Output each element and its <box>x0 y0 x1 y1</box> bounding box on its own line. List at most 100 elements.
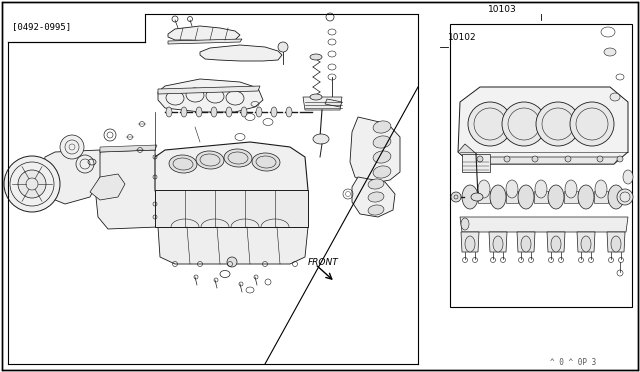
Ellipse shape <box>224 149 252 167</box>
Ellipse shape <box>610 93 620 101</box>
Circle shape <box>468 102 512 146</box>
Circle shape <box>60 135 84 159</box>
Polygon shape <box>100 145 157 152</box>
Ellipse shape <box>604 48 616 56</box>
Ellipse shape <box>373 121 391 133</box>
Circle shape <box>278 42 288 52</box>
Polygon shape <box>547 232 565 252</box>
Ellipse shape <box>608 185 624 209</box>
Circle shape <box>76 155 94 173</box>
Ellipse shape <box>368 179 384 189</box>
Bar <box>450 24 632 307</box>
Polygon shape <box>458 144 480 164</box>
Polygon shape <box>158 86 260 94</box>
Text: [0492-0995]: [0492-0995] <box>12 22 71 31</box>
Polygon shape <box>325 99 342 107</box>
Polygon shape <box>472 157 620 164</box>
Ellipse shape <box>368 205 384 215</box>
Ellipse shape <box>271 107 277 117</box>
Polygon shape <box>607 232 625 252</box>
Text: ^ 0 ^ 0P 3: ^ 0 ^ 0P 3 <box>550 358 596 367</box>
Circle shape <box>536 102 580 146</box>
Polygon shape <box>462 154 490 172</box>
Polygon shape <box>168 26 240 41</box>
Text: 10103: 10103 <box>488 5 516 14</box>
Circle shape <box>565 156 571 162</box>
Polygon shape <box>594 191 608 203</box>
Circle shape <box>18 170 46 198</box>
Polygon shape <box>158 79 263 112</box>
Ellipse shape <box>518 185 534 209</box>
Polygon shape <box>564 191 578 203</box>
Ellipse shape <box>595 180 607 198</box>
Ellipse shape <box>310 54 322 60</box>
Polygon shape <box>155 190 308 227</box>
Ellipse shape <box>373 151 391 163</box>
Ellipse shape <box>578 185 594 209</box>
Polygon shape <box>460 217 628 232</box>
Polygon shape <box>200 45 282 61</box>
Circle shape <box>570 102 614 146</box>
Ellipse shape <box>551 236 561 252</box>
Ellipse shape <box>471 193 483 201</box>
Ellipse shape <box>368 192 384 202</box>
Polygon shape <box>303 97 342 110</box>
Polygon shape <box>155 142 308 210</box>
Polygon shape <box>577 232 595 252</box>
Ellipse shape <box>581 236 591 252</box>
Ellipse shape <box>310 94 322 100</box>
Polygon shape <box>168 39 242 44</box>
Polygon shape <box>506 191 518 203</box>
Ellipse shape <box>286 107 292 117</box>
Ellipse shape <box>465 236 475 252</box>
Circle shape <box>532 156 538 162</box>
Ellipse shape <box>373 166 391 178</box>
Polygon shape <box>517 232 535 252</box>
Ellipse shape <box>196 107 202 117</box>
Polygon shape <box>42 150 100 204</box>
Ellipse shape <box>169 155 197 173</box>
Polygon shape <box>534 191 548 203</box>
Ellipse shape <box>493 236 503 252</box>
Ellipse shape <box>241 107 247 117</box>
Polygon shape <box>90 174 125 200</box>
Polygon shape <box>458 87 628 164</box>
Circle shape <box>617 189 633 205</box>
Ellipse shape <box>623 170 633 184</box>
Text: FRONT: FRONT <box>308 258 339 267</box>
Ellipse shape <box>252 153 280 171</box>
Ellipse shape <box>565 180 577 198</box>
Ellipse shape <box>226 107 232 117</box>
Ellipse shape <box>211 107 217 117</box>
Ellipse shape <box>166 107 172 117</box>
Polygon shape <box>158 227 308 264</box>
Ellipse shape <box>196 151 224 169</box>
Polygon shape <box>95 150 158 229</box>
Ellipse shape <box>462 185 478 209</box>
Ellipse shape <box>373 136 391 148</box>
Circle shape <box>451 192 461 202</box>
Circle shape <box>617 156 623 162</box>
Ellipse shape <box>506 180 518 198</box>
Text: 10102: 10102 <box>448 33 477 42</box>
Polygon shape <box>350 117 400 184</box>
Circle shape <box>597 156 603 162</box>
Circle shape <box>477 156 483 162</box>
Polygon shape <box>352 177 395 217</box>
Ellipse shape <box>490 185 506 209</box>
Circle shape <box>504 156 510 162</box>
Polygon shape <box>489 232 507 252</box>
Ellipse shape <box>181 107 187 117</box>
Ellipse shape <box>535 180 547 198</box>
Ellipse shape <box>478 180 490 198</box>
Circle shape <box>4 156 60 212</box>
Ellipse shape <box>256 107 262 117</box>
Ellipse shape <box>521 236 531 252</box>
Circle shape <box>227 257 237 267</box>
Ellipse shape <box>611 236 621 252</box>
Ellipse shape <box>548 185 564 209</box>
Ellipse shape <box>313 134 329 144</box>
Circle shape <box>502 102 546 146</box>
Polygon shape <box>478 191 490 203</box>
Ellipse shape <box>461 218 469 230</box>
